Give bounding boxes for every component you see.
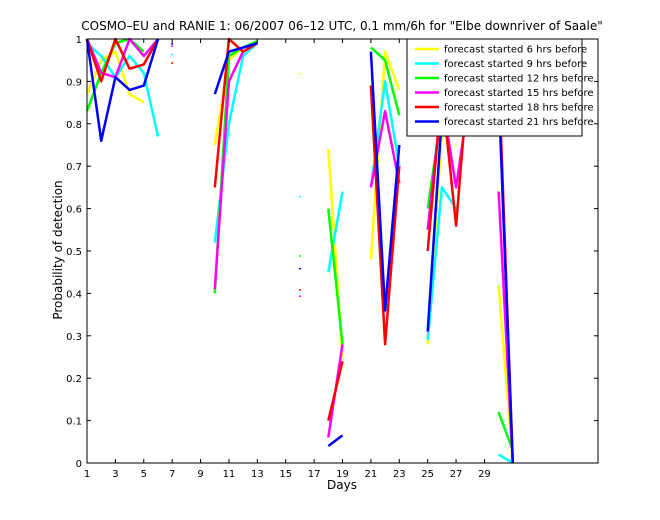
y-tick-label: 1 [76,35,82,46]
series-6-line [85,38,160,143]
x-axis-label: Days [327,478,357,492]
x-tick-label: 15 [279,469,292,480]
x-tick-label: 21 [365,469,378,480]
series-2-line [86,42,160,137]
x-tick-label: 25 [421,469,434,480]
y-axis: 0 0.1 0.2 0.3 0.4 0.5 0.6 0.7 0.8 0.9 1 [66,35,598,470]
x-tick-label: 13 [251,469,264,480]
legend-box [406,38,583,137]
series-2-line [327,191,344,273]
series-6-line [369,51,401,312]
y-tick-label: 0.2 [66,374,82,385]
legend-label-4: forecast started 15 hrs before [444,88,594,99]
x-tick-label: 17 [308,469,321,480]
x-tick-label: 29 [478,469,491,480]
x-tick-label: 11 [223,469,236,480]
y-tick-label: 0.9 [66,77,82,88]
series-4-line [85,37,159,79]
y-tick-label: 0.8 [66,120,82,131]
x-tick-label: 7 [169,469,175,480]
series-3-line [497,411,514,451]
series-3-line [213,39,258,294]
y-tick-label: 0 [76,459,82,470]
chart-title: COSMO–EU and RANIE 1: 06/2007 06–12 UTC,… [81,19,602,33]
x-tick-label: 19 [336,469,349,480]
y-tick-label: 0.5 [66,247,82,258]
x-tick-label: 27 [450,469,463,480]
legend-label-3: forecast started 12 hrs before [444,74,594,85]
series-6-line [213,42,258,95]
x-tick-label: 9 [197,469,203,480]
series-3-line [327,208,344,345]
y-axis-label: Probability of detection [51,180,65,319]
x-tick-label: 23 [393,469,406,480]
y-tick-label: 0.7 [66,162,82,173]
y-tick-label: 0.6 [66,205,82,216]
x-tick-label: 5 [141,469,147,480]
legend-label-1: forecast started 6 hrs before [444,45,587,56]
legend-label-2: forecast started 9 hrs before [444,59,587,70]
x-axis: 1 3 5 7 9 11 13 15 17 19 21 23 25 27 29 [84,39,491,480]
series-2-line [426,186,458,341]
series-5-line [213,37,258,188]
series-1-line [85,50,145,104]
y-tick-label: 0.3 [66,332,82,343]
x-tick-label: 1 [84,469,90,480]
legend-label-6: forecast started 21 hrs before [444,117,594,128]
y-tick-label: 0.1 [66,417,82,428]
series-5-line [426,51,472,252]
plot-area [85,37,515,465]
series-6-line [327,434,344,448]
series-3-line [370,46,401,116]
legend-label-5: forecast started 18 hrs before [444,103,594,114]
series-5-line [85,37,160,83]
series-6-line [497,89,515,464]
series-5-line [369,85,401,346]
series-2-line [497,453,514,465]
legend: forecast started 6 hrs before forecast st… [406,38,594,137]
series-5-line [327,360,344,421]
x-tick-label: 3 [112,469,118,480]
y-tick-label: 0.4 [66,289,82,300]
